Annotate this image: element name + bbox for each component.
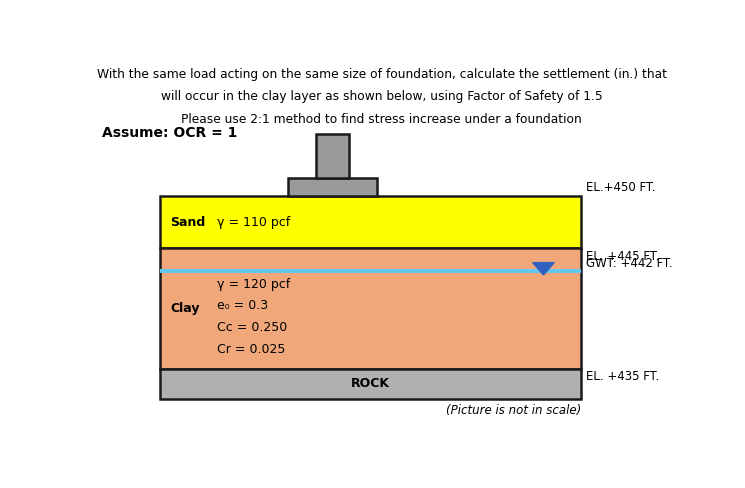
Bar [159,196,581,248]
Bar [159,368,581,399]
Text: γ = 120 pcf: γ = 120 pcf [218,278,291,291]
Text: Cr = 0.025: Cr = 0.025 [218,343,285,356]
Text: Clay: Clay [170,302,200,315]
Text: γ = 110 pcf: γ = 110 pcf [218,216,291,228]
Bar [316,135,349,178]
Text: EL. +435 FT.: EL. +435 FT. [586,370,659,384]
Text: With the same load acting on the same size of foundation, calculate the settleme: With the same load acting on the same si… [97,68,667,81]
Text: Please use 2:1 method to find stress increase under a foundation: Please use 2:1 method to find stress inc… [182,113,582,126]
Text: will occur in the clay layer as shown below, using Factor of Safety of 1.5: will occur in the clay layer as shown be… [161,90,603,103]
Text: EL. +445 FT.: EL. +445 FT. [586,250,659,263]
Text: (Picture is not in scale): (Picture is not in scale) [446,404,581,417]
Text: Sand: Sand [170,216,205,228]
Polygon shape [533,263,554,275]
Bar [288,178,378,196]
Text: e₀ = 0.3: e₀ = 0.3 [218,300,268,312]
Text: ROCK: ROCK [351,377,390,390]
Text: EL.+450 FT.: EL.+450 FT. [586,181,655,194]
Text: GWT: +442 FT.: GWT: +442 FT. [586,257,672,270]
Bar [159,248,581,368]
Text: Cc = 0.250: Cc = 0.250 [218,321,288,334]
Text: Assume: OCR = 1: Assume: OCR = 1 [102,126,237,140]
